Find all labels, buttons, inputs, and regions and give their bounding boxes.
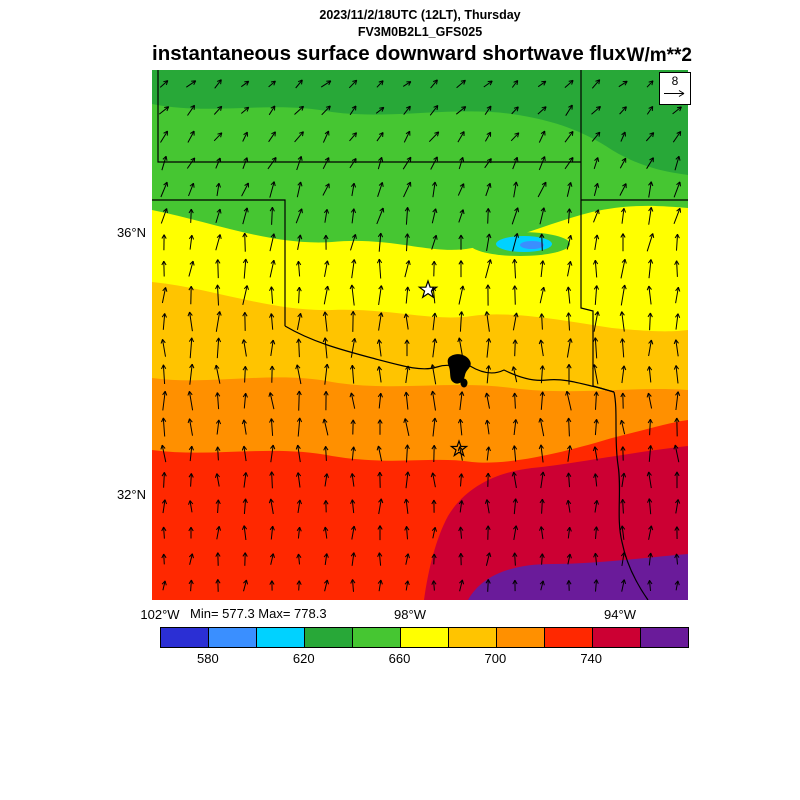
colorbar-segment: [209, 628, 257, 647]
colorbar-segment: [257, 628, 305, 647]
model-name-line: FV3M0B2L1_GFS025: [357, 25, 483, 39]
lake: [447, 354, 471, 388]
colorbar: [160, 627, 689, 648]
vector-reference-box: 8: [659, 72, 691, 105]
city-star: [417, 279, 439, 299]
state-borders: [152, 70, 688, 601]
lon-tick-94w: 94°W: [604, 607, 636, 622]
colorbar-segment: [401, 628, 449, 647]
colorbar-segment: [449, 628, 497, 647]
colorbar-tick-label: 740: [580, 651, 603, 666]
lat-tick-32n: 32°N: [116, 487, 146, 502]
colorbar-segment: [305, 628, 353, 647]
colorbar-segment: [161, 628, 209, 647]
colorbar-segment: [641, 628, 688, 647]
wind-arrows: [158, 79, 682, 592]
lon-tick-102w: 102°W: [140, 607, 180, 622]
valid-time-line: 2023/11/2/18UTC (12LT), Thursday: [319, 8, 521, 22]
chart-title: instantaneous surface downward shortwave…: [152, 42, 626, 65]
colorbar-tick-label: 660: [388, 651, 411, 666]
units-label: W/m**2: [626, 45, 692, 66]
flux-field: [152, 70, 688, 600]
colorbar-segment: [593, 628, 641, 647]
lat-tick-36n: 36°N: [116, 225, 146, 240]
vector-reference-arrow-icon: [664, 90, 685, 97]
lon-tick-98w: 98°W: [394, 607, 426, 622]
map-plot: [152, 70, 688, 601]
flux-map-svg: [152, 70, 688, 601]
colorbar-segment: [545, 628, 593, 647]
minmax-stats: Min= 577.3 Max= 778.3: [190, 606, 327, 621]
colorbar-segment: [353, 628, 401, 647]
colorbar-tick-label: 700: [484, 651, 507, 666]
colorbar-tick-label: 580: [197, 651, 219, 666]
colorbar-tick-label: 620: [292, 651, 315, 666]
city-star: [449, 439, 469, 457]
colorbar-segment: [497, 628, 545, 647]
vector-reference-value: 8: [671, 74, 679, 88]
